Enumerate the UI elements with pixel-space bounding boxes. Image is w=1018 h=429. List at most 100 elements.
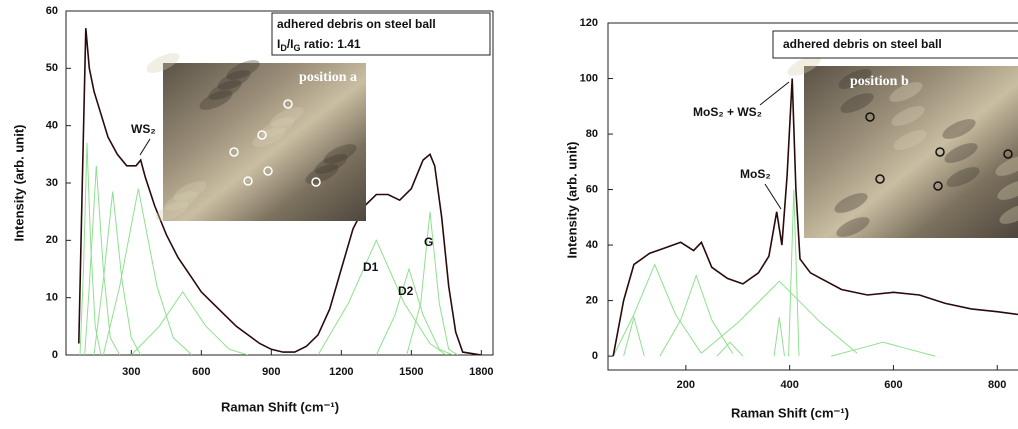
x-tick-label: 600	[192, 366, 210, 378]
fit-component	[93, 191, 142, 355]
micrograph-texture	[208, 80, 242, 100]
fit-component	[788, 189, 800, 357]
fit-component	[773, 317, 785, 357]
x-tick-label: 600	[884, 379, 902, 391]
micrograph-texture	[261, 117, 295, 137]
fit-component	[659, 274, 734, 357]
y-tick-label: 50	[46, 62, 58, 74]
x-axis-title: Raman Shift (cm⁻¹)	[221, 399, 339, 414]
box-text: adhered debris on steel ball	[783, 37, 942, 51]
annotation: D2	[398, 284, 414, 298]
micrograph	[804, 66, 1018, 238]
micrograph-label: position b	[850, 74, 909, 89]
y-tick-label: 30	[46, 177, 58, 189]
micrograph-texture	[946, 167, 980, 187]
y-tick-label: 40	[586, 239, 598, 251]
micrograph-texture	[323, 144, 357, 164]
micrograph-texture	[889, 82, 923, 102]
micrograph-texture	[252, 127, 286, 147]
x-axis-title: Raman Shift (cm⁻¹)	[731, 405, 849, 420]
fit-component	[84, 165, 121, 355]
x-tick-label: 300	[122, 366, 140, 378]
ratio-text: ID/IG ratio: 1.41	[277, 37, 361, 53]
micrograph-texture	[836, 217, 870, 237]
y-tick-label: 120	[580, 17, 598, 29]
position-marker	[243, 176, 253, 186]
x-tick-label: 900	[262, 366, 280, 378]
annotation: WS₂	[131, 122, 156, 136]
spectrum-line	[78, 28, 482, 355]
fit-component	[317, 239, 447, 355]
x-tick-label: 1200	[329, 366, 353, 378]
annotation: MoS₂	[740, 167, 771, 181]
legend-box	[271, 12, 491, 56]
micrograph-texture	[173, 181, 207, 201]
y-tick-label: 20	[586, 295, 598, 307]
y-tick-label: 100	[580, 72, 598, 84]
x-tick-label: 1500	[399, 366, 423, 378]
position-marker	[875, 174, 885, 184]
micrograph-texture	[834, 193, 868, 213]
y-tick-label: 60	[586, 183, 598, 195]
micrograph-texture	[164, 191, 198, 211]
fit-component	[130, 291, 249, 355]
micrograph-texture	[942, 119, 976, 139]
plot-area	[78, 28, 482, 355]
annotation-arrow	[139, 138, 151, 156]
micrograph-texture	[840, 93, 874, 113]
ratio-part: /I	[287, 37, 294, 51]
y-tick-label: 80	[586, 128, 598, 140]
fit-component	[716, 341, 744, 357]
plot-area	[612, 78, 1018, 357]
legend-box	[772, 30, 1018, 59]
y-tick-label: 40	[46, 120, 58, 132]
micrograph-texture	[314, 154, 348, 174]
micrograph	[163, 63, 366, 221]
position-marker	[1003, 149, 1013, 159]
micrograph-texture	[891, 106, 925, 126]
annotation: G	[424, 235, 433, 249]
position-marker	[933, 181, 943, 191]
x-tick-label: 800	[988, 379, 1006, 391]
fit-component	[701, 280, 858, 354]
annotation: D1	[363, 260, 379, 274]
position-marker	[311, 177, 321, 187]
axis-frame	[607, 22, 1018, 371]
micrograph-texture	[217, 70, 251, 90]
annotation-arrow	[759, 81, 790, 106]
annotation: MoS₂ + WS₂	[693, 105, 762, 119]
fit-component	[406, 211, 459, 355]
position-marker	[283, 99, 293, 109]
micrograph-texture	[997, 180, 1018, 200]
micrograph-label: position a	[299, 70, 357, 85]
micrograph-texture	[199, 90, 233, 110]
position-marker	[263, 166, 273, 176]
spectrum-line	[612, 78, 1018, 357]
fit-component	[612, 263, 702, 357]
y-tick-label: 10	[46, 292, 58, 304]
micrograph-texture	[893, 130, 927, 150]
y-axis-title: Intensity (arb. unit)	[564, 142, 579, 259]
x-tick-label: 400	[780, 379, 798, 391]
micrograph-texture	[999, 204, 1018, 224]
micrograph-texture	[995, 156, 1018, 176]
position-marker	[229, 147, 239, 157]
micrograph-texture	[787, 56, 821, 76]
micrograph-texture	[270, 107, 304, 127]
position-marker	[935, 147, 945, 157]
y-axis-title: Intensity (arb. unit)	[11, 125, 26, 242]
fit-component	[102, 188, 193, 355]
fit-component	[831, 341, 936, 357]
position-marker	[865, 112, 875, 122]
micrograph-texture	[146, 53, 180, 73]
ratio-part: ratio: 1.41	[301, 37, 361, 51]
fit-component	[79, 142, 102, 355]
fit-component	[375, 267, 454, 355]
micrograph-texture	[838, 69, 872, 89]
annotation-arrow	[764, 183, 782, 210]
micrograph-texture	[155, 201, 189, 221]
micrograph-texture	[944, 143, 978, 163]
box-text: adhered debris on steel ball	[277, 17, 436, 31]
y-tick-label: 60	[46, 5, 58, 17]
